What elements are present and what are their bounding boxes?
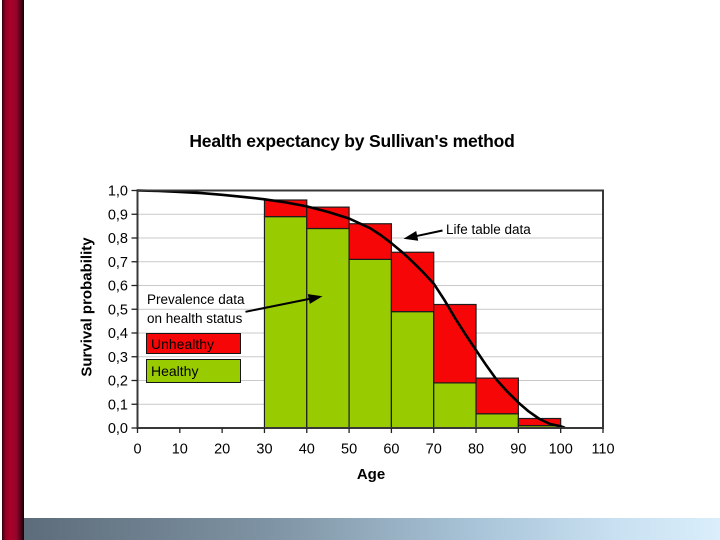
prevalence-annotation-arrow-head [307,294,323,304]
y-tick-label: 0,9 [108,207,128,223]
chart-title: Health expectancy by Sullivan's method [189,131,515,151]
healthy-bar-segment [263,216,308,429]
healthy-bar-segment [475,413,519,429]
y-axis-title: Survival probability [78,237,96,377]
legend-item-unhealthy: Unhealthy [146,333,241,354]
prevalence-annotation-label: Prevalence data on health status [147,290,245,328]
x-tick-label: 70 [426,442,442,458]
y-tick-label: 0,6 [108,279,128,295]
x-tick-label: 30 [256,442,272,458]
prevalence-annotation-line1: Prevalence data [147,292,245,307]
x-tick-label: 80 [468,442,484,458]
life-table-annotation-label: Life table data [446,222,531,237]
y-tick-label: 0,3 [108,350,128,366]
x-tick-label: 0 [133,442,141,458]
y-tick-label: 0,4 [108,326,128,342]
prevalence-annotation-line2: on health status [147,311,243,326]
prevalence-annotation-arrow [245,297,311,313]
left-accent-bar [2,0,24,540]
life-table-annotation-arrow [415,229,443,238]
x-tick-label: 60 [383,442,399,458]
x-tick-label: 110 [591,442,614,458]
y-tick-label: 0,8 [108,231,128,247]
y-tick-label: 0,5 [108,302,128,318]
life-table-annotation-arrow-head [403,231,419,241]
legend-label-unhealthy: Unhealthy [151,335,215,352]
life-table-curve [136,189,566,429]
healthy-bar-segment [306,227,350,429]
x-tick-label: 100 [549,442,573,458]
x-tick-label: 40 [299,442,315,458]
x-tick-label: 10 [172,442,188,458]
bottom-accent-bar [24,518,720,540]
y-tick-label: 0,1 [108,397,128,413]
y-tick-label: 0,7 [108,255,128,271]
healthy-bar-segment [433,382,477,429]
x-axis-title: Age [356,466,386,483]
x-tick-label: 20 [214,442,230,458]
legend-label-healthy: Healthy [151,363,199,379]
healthy-bar-segment [390,311,435,429]
healthy-bar-segment [348,258,393,429]
x-tick-label: 50 [341,442,357,458]
y-tick-label: 0,2 [108,374,128,390]
y-tick-label: 0,0 [108,421,128,437]
x-tick-label: 90 [510,442,526,458]
y-tick-label: 1,0 [108,184,128,200]
legend-item-healthy: Healthy [146,359,241,383]
